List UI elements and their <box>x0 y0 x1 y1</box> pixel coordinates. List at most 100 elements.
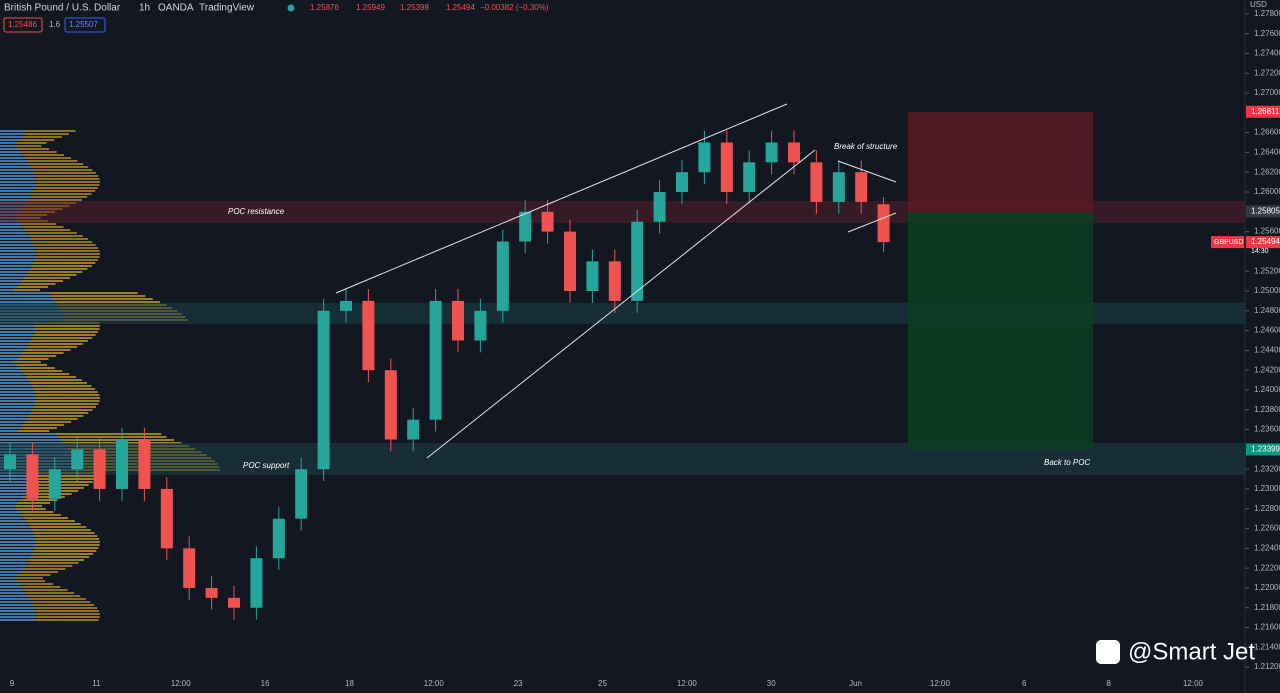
profile-bar <box>0 517 69 519</box>
price-marker-label: 1.23399 <box>1251 445 1280 454</box>
profile-bar <box>0 382 31 384</box>
candle-body <box>205 587 218 598</box>
profile-bar <box>0 397 35 399</box>
y-tick-label: 1.27000 <box>1254 88 1280 97</box>
profile-bar <box>0 349 71 351</box>
candle-body <box>743 162 756 193</box>
interval: 1h <box>139 3 150 14</box>
profile-bar <box>0 175 35 177</box>
candle-body <box>250 558 263 608</box>
profile-bar <box>0 358 17 360</box>
profile-bar <box>0 484 32 486</box>
profile-bar <box>0 556 32 558</box>
profile-bar <box>0 394 35 396</box>
profile-bar <box>0 337 33 339</box>
watermark-text: @Smart Jet <box>1128 638 1255 665</box>
candle-body <box>564 231 576 292</box>
profile-bar <box>0 511 54 513</box>
profile-bar <box>0 538 35 540</box>
profile-bar <box>0 253 35 255</box>
ask: 1.25507 <box>69 20 98 29</box>
candles <box>4 130 890 620</box>
trendline <box>847 212 897 233</box>
x-tick-label: 23 <box>514 679 523 688</box>
profile-bar <box>0 235 83 237</box>
profile-bar <box>0 385 33 387</box>
profile-bar <box>0 286 48 288</box>
profile-bar <box>0 196 88 198</box>
annotation: Break of structure <box>834 142 898 151</box>
profile-bar <box>0 535 98 537</box>
profile-bar <box>0 283 20 285</box>
y-tick-label: 1.27600 <box>1254 29 1280 38</box>
candle-body <box>810 162 823 202</box>
profile-bar <box>0 430 50 432</box>
candle-body <box>877 204 890 243</box>
profile-bar <box>0 163 30 165</box>
price-marker-label: 1.25494 <box>1251 237 1280 246</box>
profile-bar <box>0 154 23 156</box>
profile-bar <box>0 421 25 423</box>
y-tick-label: 1.21600 <box>1254 623 1280 632</box>
x-tick-label: 25 <box>598 679 607 688</box>
profile-bar <box>0 346 27 348</box>
profile-bar <box>0 433 57 435</box>
profile-bar <box>0 592 26 594</box>
profile-bar <box>0 400 100 402</box>
profile-bar <box>0 166 89 168</box>
candle-body <box>48 469 61 499</box>
annotation: Back to POC <box>1044 458 1090 467</box>
candle-body <box>855 172 868 202</box>
candle-body <box>832 172 845 202</box>
profile-bar <box>0 400 35 402</box>
profile-bar <box>0 367 20 369</box>
bid-box[interactable] <box>3 17 43 33</box>
profile-bar <box>0 196 31 198</box>
profile-bar <box>0 280 63 282</box>
profile-bar <box>0 532 95 534</box>
profile-bar <box>0 376 76 378</box>
profile-bar <box>0 616 35 618</box>
profile-bar <box>0 589 68 591</box>
x-tick-label: 16 <box>261 679 270 688</box>
candle-body <box>519 211 532 242</box>
profile-bar <box>0 478 34 480</box>
ask-box[interactable] <box>64 17 106 33</box>
target-zone <box>908 212 1093 450</box>
profile-bar <box>0 610 100 612</box>
y-tick-label: 1.24200 <box>1254 365 1280 374</box>
profile-bar <box>0 253 100 255</box>
profile-bar <box>0 352 64 354</box>
annotation: POC resistance <box>228 207 285 216</box>
profile-bar <box>0 163 84 165</box>
profile-bar <box>0 238 88 240</box>
x-tick-label: 12:00 <box>424 679 445 688</box>
profile-bar <box>0 577 43 579</box>
y-tick-label: 1.26000 <box>1254 187 1280 196</box>
y-tick-label: 1.27800 <box>1254 9 1280 18</box>
y-tick-label: 1.25200 <box>1254 266 1280 275</box>
profile-bar <box>0 301 160 303</box>
profile-bar <box>0 493 26 495</box>
profile-bar <box>0 532 34 534</box>
profile-bar <box>0 367 55 369</box>
profile-bar <box>0 184 100 186</box>
profile-bar <box>0 232 77 234</box>
profile-bar <box>0 565 26 567</box>
profile-bar <box>0 373 25 375</box>
profile-bar <box>0 244 34 246</box>
profile-bar <box>0 370 22 372</box>
change: −0.00382 (−0.30%) <box>480 3 549 12</box>
profile-bar <box>0 292 138 294</box>
close-value: 1.25494 <box>446 3 475 12</box>
profile-bar <box>0 439 61 441</box>
profile-bar <box>0 346 77 348</box>
profile-bar <box>0 178 35 180</box>
profile-bar <box>0 361 15 363</box>
profile-bar <box>0 325 100 327</box>
profile-bar <box>0 436 167 438</box>
profile-bar <box>0 406 34 408</box>
profile-bar <box>0 250 100 252</box>
profile-bar <box>0 244 96 246</box>
